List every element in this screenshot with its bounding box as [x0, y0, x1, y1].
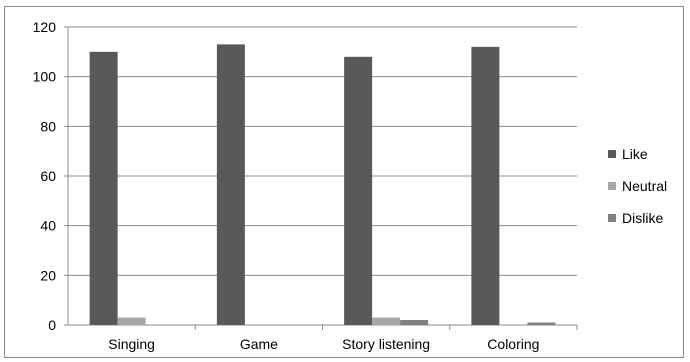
x-category-label: Singing: [108, 336, 155, 352]
bars: [89, 44, 556, 326]
bar-neutral-2: [372, 317, 401, 325]
legend: Like Neutral Dislike: [608, 146, 667, 226]
x-category-label: Coloring: [487, 336, 539, 352]
legend-label-like: Like: [622, 146, 648, 162]
legend-swatch-like: [608, 150, 616, 158]
y-tick-label: 80: [40, 118, 56, 134]
bar-like-0: [89, 51, 118, 325]
bar-like-2: [344, 56, 373, 326]
legend-swatch-dislike: [608, 214, 616, 222]
y-tick-label: 100: [33, 69, 57, 85]
bar-dislike-3: [527, 322, 556, 325]
y-tick-label: 0: [48, 317, 56, 333]
legend-label-dislike: Dislike: [622, 210, 663, 226]
legend-swatch-neutral: [608, 182, 616, 190]
y-tick-label: 40: [40, 218, 56, 234]
bar-like-3: [471, 46, 500, 325]
y-tick-label: 20: [40, 267, 56, 283]
bar-like-1: [216, 44, 245, 326]
x-category-label: Game: [240, 336, 278, 352]
tick-labels: 0 20 40 60 80 100 120 Singing Game Story listenin…: [33, 19, 540, 352]
legend-label-neutral: Neutral: [622, 178, 667, 194]
x-category-label: Story listening: [342, 336, 430, 352]
bar-neutral-0: [117, 317, 146, 325]
gridlines: [68, 26, 577, 276]
y-tick-label: 120: [33, 19, 57, 35]
axes: [64, 26, 578, 330]
bar-dislike-2: [400, 320, 429, 325]
y-tick-label: 60: [40, 168, 56, 184]
